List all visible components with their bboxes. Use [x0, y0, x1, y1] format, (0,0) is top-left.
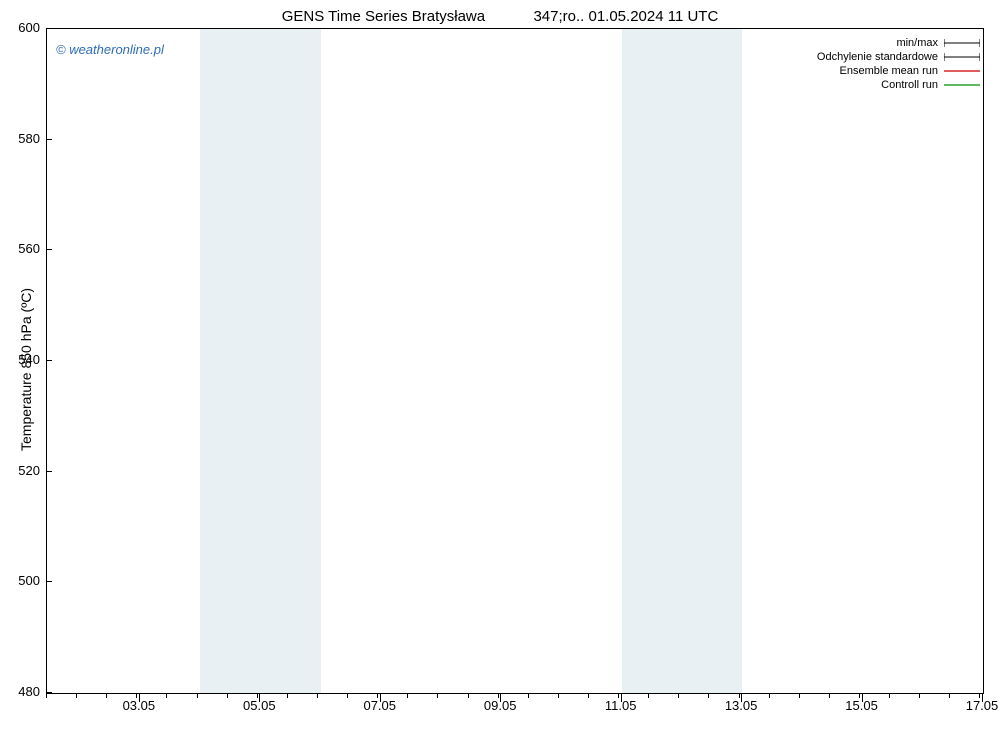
legend-label: Ensemble mean run	[840, 64, 938, 78]
legend-swatch	[944, 37, 980, 49]
x-tick-mark	[139, 694, 140, 702]
legend-swatch	[944, 51, 980, 63]
x-minor-tick-mark	[678, 694, 679, 698]
y-tick-label: 580	[6, 131, 40, 146]
x-minor-tick-mark	[739, 694, 740, 698]
x-tick-mark	[982, 694, 983, 702]
title-left: GENS Time Series Bratysława	[282, 8, 485, 25]
chart-title: GENS Time Series Bratysława 347;ro.. 01.…	[0, 8, 1000, 25]
legend-swatch	[944, 79, 980, 91]
x-minor-tick-mark	[618, 694, 619, 698]
time-series-chart: GENS Time Series Bratysława 347;ro.. 01.…	[0, 0, 1000, 733]
x-minor-tick-mark	[347, 694, 348, 698]
y-tick-mark	[46, 28, 52, 29]
legend-label: min/max	[896, 36, 938, 50]
x-minor-tick-mark	[769, 694, 770, 698]
x-tick-mark	[621, 694, 622, 702]
y-tick-mark	[46, 471, 52, 472]
x-minor-tick-mark	[46, 694, 47, 698]
x-minor-tick-mark	[166, 694, 167, 698]
x-minor-tick-mark	[317, 694, 318, 698]
y-tick-mark	[46, 692, 52, 693]
title-right: 347;ro.. 01.05.2024 11 UTC	[533, 8, 718, 25]
y-tick-mark	[46, 139, 52, 140]
x-minor-tick-mark	[227, 694, 228, 698]
x-minor-tick-mark	[588, 694, 589, 698]
legend: min/maxOdchylenie standardoweEnsemble me…	[817, 36, 980, 92]
x-minor-tick-mark	[558, 694, 559, 698]
legend-entry: Ensemble mean run	[817, 64, 980, 78]
x-minor-tick-mark	[377, 694, 378, 698]
y-tick-label: 540	[6, 352, 40, 367]
x-minor-tick-mark	[407, 694, 408, 698]
x-minor-tick-mark	[919, 694, 920, 698]
legend-entry: min/max	[817, 36, 980, 50]
y-axis-label: Temperature 850 hPa (ºC)	[18, 288, 34, 451]
x-minor-tick-mark	[949, 694, 950, 698]
x-minor-tick-mark	[648, 694, 649, 698]
y-tick-label: 600	[6, 20, 40, 35]
x-minor-tick-mark	[136, 694, 137, 698]
weekend-band	[622, 29, 742, 693]
legend-label: Controll run	[881, 78, 938, 92]
x-minor-tick-mark	[859, 694, 860, 698]
y-tick-mark	[46, 360, 52, 361]
x-minor-tick-mark	[889, 694, 890, 698]
y-tick-mark	[46, 581, 52, 582]
x-minor-tick-mark	[468, 694, 469, 698]
x-minor-tick-mark	[498, 694, 499, 698]
x-minor-tick-mark	[76, 694, 77, 698]
y-tick-mark	[46, 249, 52, 250]
x-tick-mark	[862, 694, 863, 702]
x-minor-tick-mark	[708, 694, 709, 698]
x-minor-tick-mark	[979, 694, 980, 698]
plot-area	[46, 28, 984, 694]
legend-entry: Odchylenie standardowe	[817, 50, 980, 64]
x-minor-tick-mark	[528, 694, 529, 698]
x-tick-mark	[500, 694, 501, 702]
x-minor-tick-mark	[106, 694, 107, 698]
x-tick-mark	[380, 694, 381, 702]
legend-swatch	[944, 65, 980, 77]
legend-label: Odchylenie standardowe	[817, 50, 938, 64]
weekend-band	[200, 29, 320, 693]
x-tick-mark	[259, 694, 260, 702]
x-minor-tick-mark	[829, 694, 830, 698]
x-minor-tick-mark	[437, 694, 438, 698]
y-tick-label: 560	[6, 241, 40, 256]
y-tick-label: 480	[6, 684, 40, 699]
y-tick-label: 500	[6, 573, 40, 588]
x-minor-tick-mark	[287, 694, 288, 698]
legend-entry: Controll run	[817, 78, 980, 92]
x-minor-tick-mark	[257, 694, 258, 698]
y-tick-label: 520	[6, 463, 40, 478]
x-minor-tick-mark	[197, 694, 198, 698]
x-minor-tick-mark	[799, 694, 800, 698]
x-tick-mark	[741, 694, 742, 702]
